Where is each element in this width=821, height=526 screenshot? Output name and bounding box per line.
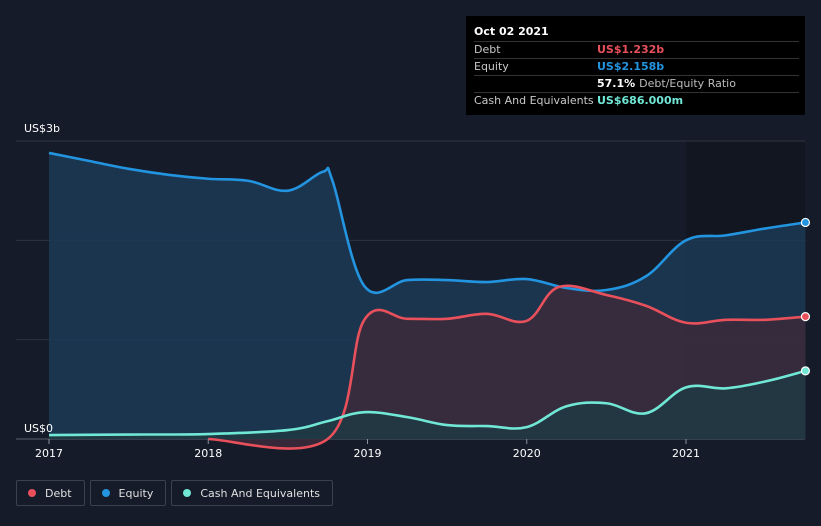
legend-label: Debt xyxy=(45,486,72,500)
legend-dot-icon xyxy=(28,489,36,497)
legend-label: Cash And Equivalents xyxy=(200,486,320,500)
x-tick-label: 2017 xyxy=(35,447,63,460)
line-equity xyxy=(48,151,806,294)
x-tick-label: 2018 xyxy=(194,447,222,460)
y-axis-bottom-label: US$0 xyxy=(24,422,53,435)
legend-dot-icon xyxy=(101,489,110,497)
data-tooltip: Oct 02 2021 Debt US$1.232b Equity US$2.1… xyxy=(466,16,805,115)
legend-item-cash[interactable]: Cash And Equivalents xyxy=(171,480,333,506)
tooltip-ratio-value: 57.1% xyxy=(597,77,636,90)
series-lines xyxy=(48,151,806,450)
x-tick-label: 2020 xyxy=(513,447,541,460)
x-axis-ticks: 2017 2018 2019 2020 2021 xyxy=(35,439,700,460)
line-cash-and-equivalents xyxy=(48,369,806,437)
tooltip-row-cash: Cash And Equivalents US$686.000m xyxy=(474,93,799,109)
series-endpoints xyxy=(800,217,811,376)
tooltip-row-debt: Debt US$1.232b xyxy=(474,42,799,59)
legend-label: Equity xyxy=(118,486,154,500)
tooltip-row-equity: Equity US$2.158b xyxy=(474,59,799,76)
tooltip-date: Oct 02 2021 xyxy=(474,24,799,42)
tooltip-label: Equity xyxy=(474,60,509,73)
tooltip-debt-value: US$1.232b xyxy=(597,43,665,56)
tooltip-cash-value: US$686.000m xyxy=(597,94,684,107)
endpoint-equity xyxy=(800,217,811,228)
legend-item-debt[interactable]: Debt xyxy=(16,480,85,506)
tooltip-equity-value: US$2.158b xyxy=(597,60,665,73)
area-cash-and-equivalents xyxy=(49,370,806,439)
tooltip-label: Debt xyxy=(474,43,501,56)
tooltip-ratio-label: Debt/Equity Ratio xyxy=(639,77,736,90)
x-tick-label: 2021 xyxy=(672,447,700,460)
line-debt xyxy=(208,284,806,450)
chart-legend: Debt Equity Cash And Equivalents xyxy=(16,480,333,506)
tooltip-label xyxy=(474,76,597,92)
endpoint-cash-and-equivalents xyxy=(800,366,811,376)
legend-dot-icon xyxy=(183,489,192,497)
x-tick-label: 2019 xyxy=(354,447,382,460)
legend-item-equity[interactable]: Equity xyxy=(89,480,167,506)
tooltip-row-ratio: 57.1% Debt/Equity Ratio xyxy=(474,76,799,93)
endpoint-debt xyxy=(800,312,811,322)
y-axis-top-label: US$3b xyxy=(24,122,60,135)
tooltip-label: Cash And Equivalents xyxy=(474,94,594,107)
